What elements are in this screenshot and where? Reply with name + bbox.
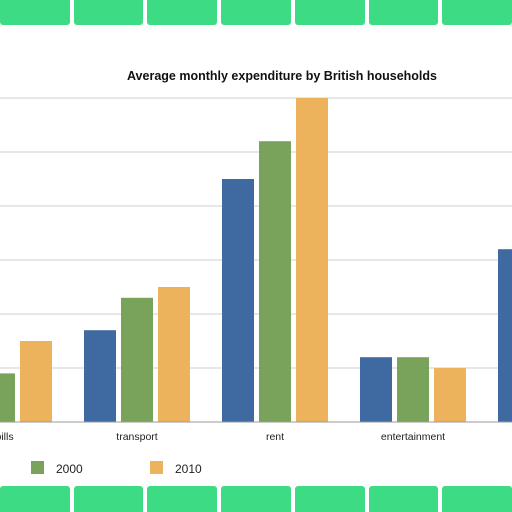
bar [20, 341, 52, 422]
band-segment [294, 0, 365, 25]
band-segment [147, 486, 218, 512]
band-segment [368, 486, 439, 512]
band-segment [221, 486, 291, 512]
x-tick-label: rent [266, 431, 284, 443]
band-segment [73, 486, 144, 512]
bar [121, 297, 153, 422]
band-segment [442, 486, 512, 512]
band-segment [0, 0, 70, 25]
band-segment [0, 486, 70, 512]
bar [498, 249, 512, 422]
band-segment [294, 486, 365, 512]
bar [259, 141, 291, 422]
bar-chart: Average monthly expenditure by British h… [0, 69, 512, 476]
bar [158, 287, 190, 422]
bar [360, 357, 392, 422]
band-segment [368, 0, 439, 25]
chart-title: Average monthly expenditure by British h… [127, 69, 437, 83]
bar [296, 98, 328, 422]
bottom-green-band [0, 486, 512, 512]
band-segment [442, 0, 512, 25]
bar [434, 368, 466, 422]
legend-label: 2010 [175, 462, 202, 476]
bar [0, 373, 15, 422]
legend-label: 2000 [56, 462, 83, 476]
band-segment [221, 0, 291, 25]
x-tick-label: transport [116, 431, 158, 443]
x-tick-label: entertainment [381, 431, 445, 443]
x-tick-label: ty bills [0, 431, 14, 443]
legend-swatch [31, 461, 44, 474]
bar [397, 357, 429, 422]
band-segment [147, 0, 218, 25]
bar [84, 330, 116, 422]
bar [222, 179, 254, 422]
legend-swatch [150, 461, 163, 474]
band-segment [73, 0, 144, 25]
top-green-band [0, 0, 512, 25]
